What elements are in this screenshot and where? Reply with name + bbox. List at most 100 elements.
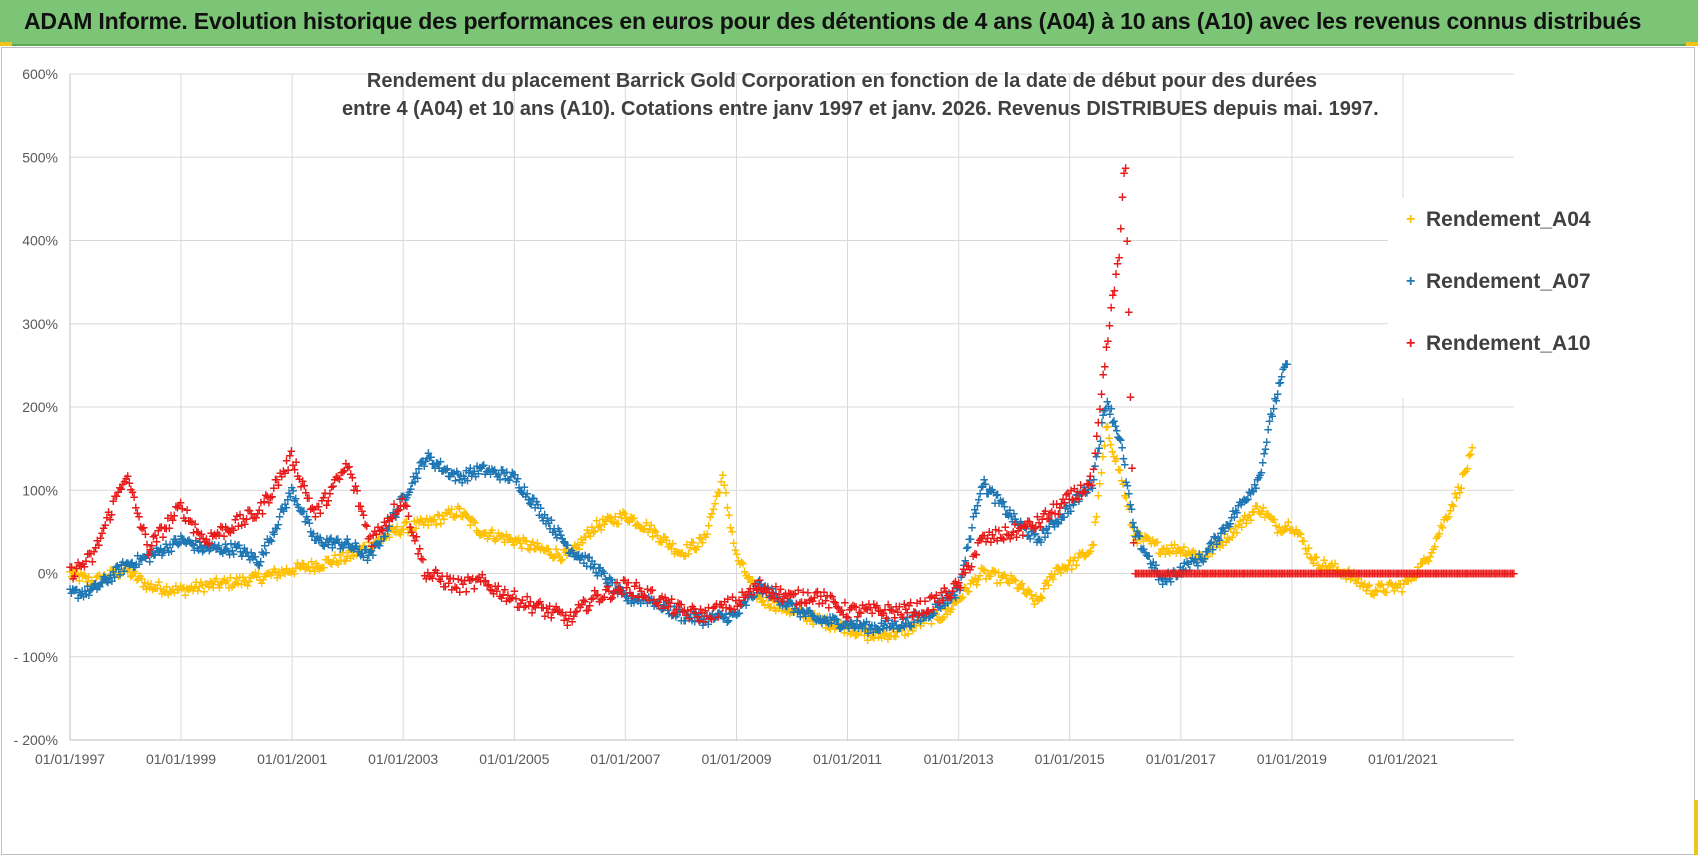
data-point: + xyxy=(491,466,501,480)
data-point: + xyxy=(260,539,270,553)
data-point: + xyxy=(1297,534,1307,548)
data-point: + xyxy=(916,619,926,633)
data-point: + xyxy=(923,608,933,622)
data-point: + xyxy=(806,607,816,621)
data-point: + xyxy=(312,529,322,543)
data-point: + xyxy=(515,484,525,498)
data-point: + xyxy=(187,536,197,550)
data-point: + xyxy=(599,517,609,531)
data-point: + xyxy=(860,621,870,635)
data-point: + xyxy=(694,607,704,621)
data-point: + xyxy=(1115,463,1125,477)
data-point: + xyxy=(747,590,757,604)
data-point: + xyxy=(1079,550,1089,564)
data-point: + xyxy=(867,619,877,633)
data-point: + xyxy=(269,562,279,576)
data-point: + xyxy=(518,487,528,501)
data-point: + xyxy=(1189,555,1199,569)
data-point: + xyxy=(916,614,926,628)
data-point: + xyxy=(1176,545,1186,559)
data-point: + xyxy=(1160,547,1170,561)
data-point: + xyxy=(494,467,504,481)
data-point: + xyxy=(492,532,502,546)
data-point: + xyxy=(1017,518,1027,532)
data-point: + xyxy=(114,562,124,576)
data-point: + xyxy=(175,536,185,550)
data-point: + xyxy=(153,543,163,557)
data-point: + xyxy=(861,623,871,637)
data-point: + xyxy=(1330,557,1340,571)
data-point: + xyxy=(168,537,178,551)
data-point: + xyxy=(268,566,278,580)
data-point: + xyxy=(603,578,613,592)
data-point: + xyxy=(657,535,667,549)
data-point: + xyxy=(1350,574,1360,588)
data-point: + xyxy=(888,622,898,636)
data-point: + xyxy=(310,564,320,578)
data-point: + xyxy=(620,507,630,521)
data-point: + xyxy=(1244,508,1254,522)
data-point: + xyxy=(1131,533,1141,547)
data-point: + xyxy=(445,469,455,483)
data-point: + xyxy=(1174,543,1184,557)
data-point: + xyxy=(252,555,262,569)
data-point: + xyxy=(718,611,728,625)
data-point: + xyxy=(1241,516,1251,530)
data-point: + xyxy=(1074,494,1084,508)
data-point: + xyxy=(549,522,559,536)
data-point: + xyxy=(965,577,975,591)
data-point: + xyxy=(802,604,812,618)
data-point: + xyxy=(257,545,267,559)
data-point: + xyxy=(273,518,283,532)
data-point: + xyxy=(987,483,997,497)
data-point: + xyxy=(920,608,930,622)
data-point: + xyxy=(1006,510,1016,524)
data-point: + xyxy=(1102,394,1112,408)
data-point: + xyxy=(684,611,694,625)
data-point: + xyxy=(1335,566,1345,580)
data-point: + xyxy=(1018,519,1028,533)
data-point: + xyxy=(123,556,133,570)
data-point: + xyxy=(101,574,111,588)
data-point: + xyxy=(1173,541,1183,555)
data-point: + xyxy=(460,472,470,486)
data-point: + xyxy=(121,557,131,571)
data-point: + xyxy=(247,568,257,582)
data-point: + xyxy=(1436,518,1446,532)
data-point: + xyxy=(559,535,569,549)
data-point: + xyxy=(853,627,863,641)
data-point: + xyxy=(529,492,539,506)
data-point: + xyxy=(319,560,329,574)
data-point: + xyxy=(1106,401,1116,415)
data-point: + xyxy=(176,529,186,543)
data-point: + xyxy=(431,456,441,470)
data-point: + xyxy=(845,614,855,628)
data-point: + xyxy=(150,547,160,561)
data-point: + xyxy=(615,581,625,595)
data-point: + xyxy=(540,508,550,522)
data-point: + xyxy=(364,535,374,549)
data-point: + xyxy=(518,531,528,545)
data-point: + xyxy=(223,545,233,559)
data-point: + xyxy=(657,603,667,617)
data-point: + xyxy=(308,527,318,541)
data-point: + xyxy=(880,627,890,641)
data-point: + xyxy=(548,551,558,565)
data-point: + xyxy=(280,497,290,511)
data-point: + xyxy=(233,538,243,552)
data-point: + xyxy=(433,456,443,470)
data-point: + xyxy=(229,578,239,592)
data-point: + xyxy=(563,538,573,552)
data-point: + xyxy=(490,463,500,477)
data-point: + xyxy=(619,588,629,602)
data-point: + xyxy=(130,560,140,574)
data-point: + xyxy=(210,574,220,588)
data-point: + xyxy=(613,516,623,530)
data-point: + xyxy=(964,532,974,546)
data-point: + xyxy=(1100,359,1110,373)
data-point: + xyxy=(1261,507,1271,521)
data-point: + xyxy=(1151,558,1161,572)
data-point: + xyxy=(219,543,229,557)
data-point: + xyxy=(1290,526,1300,540)
data-point: + xyxy=(819,614,829,628)
